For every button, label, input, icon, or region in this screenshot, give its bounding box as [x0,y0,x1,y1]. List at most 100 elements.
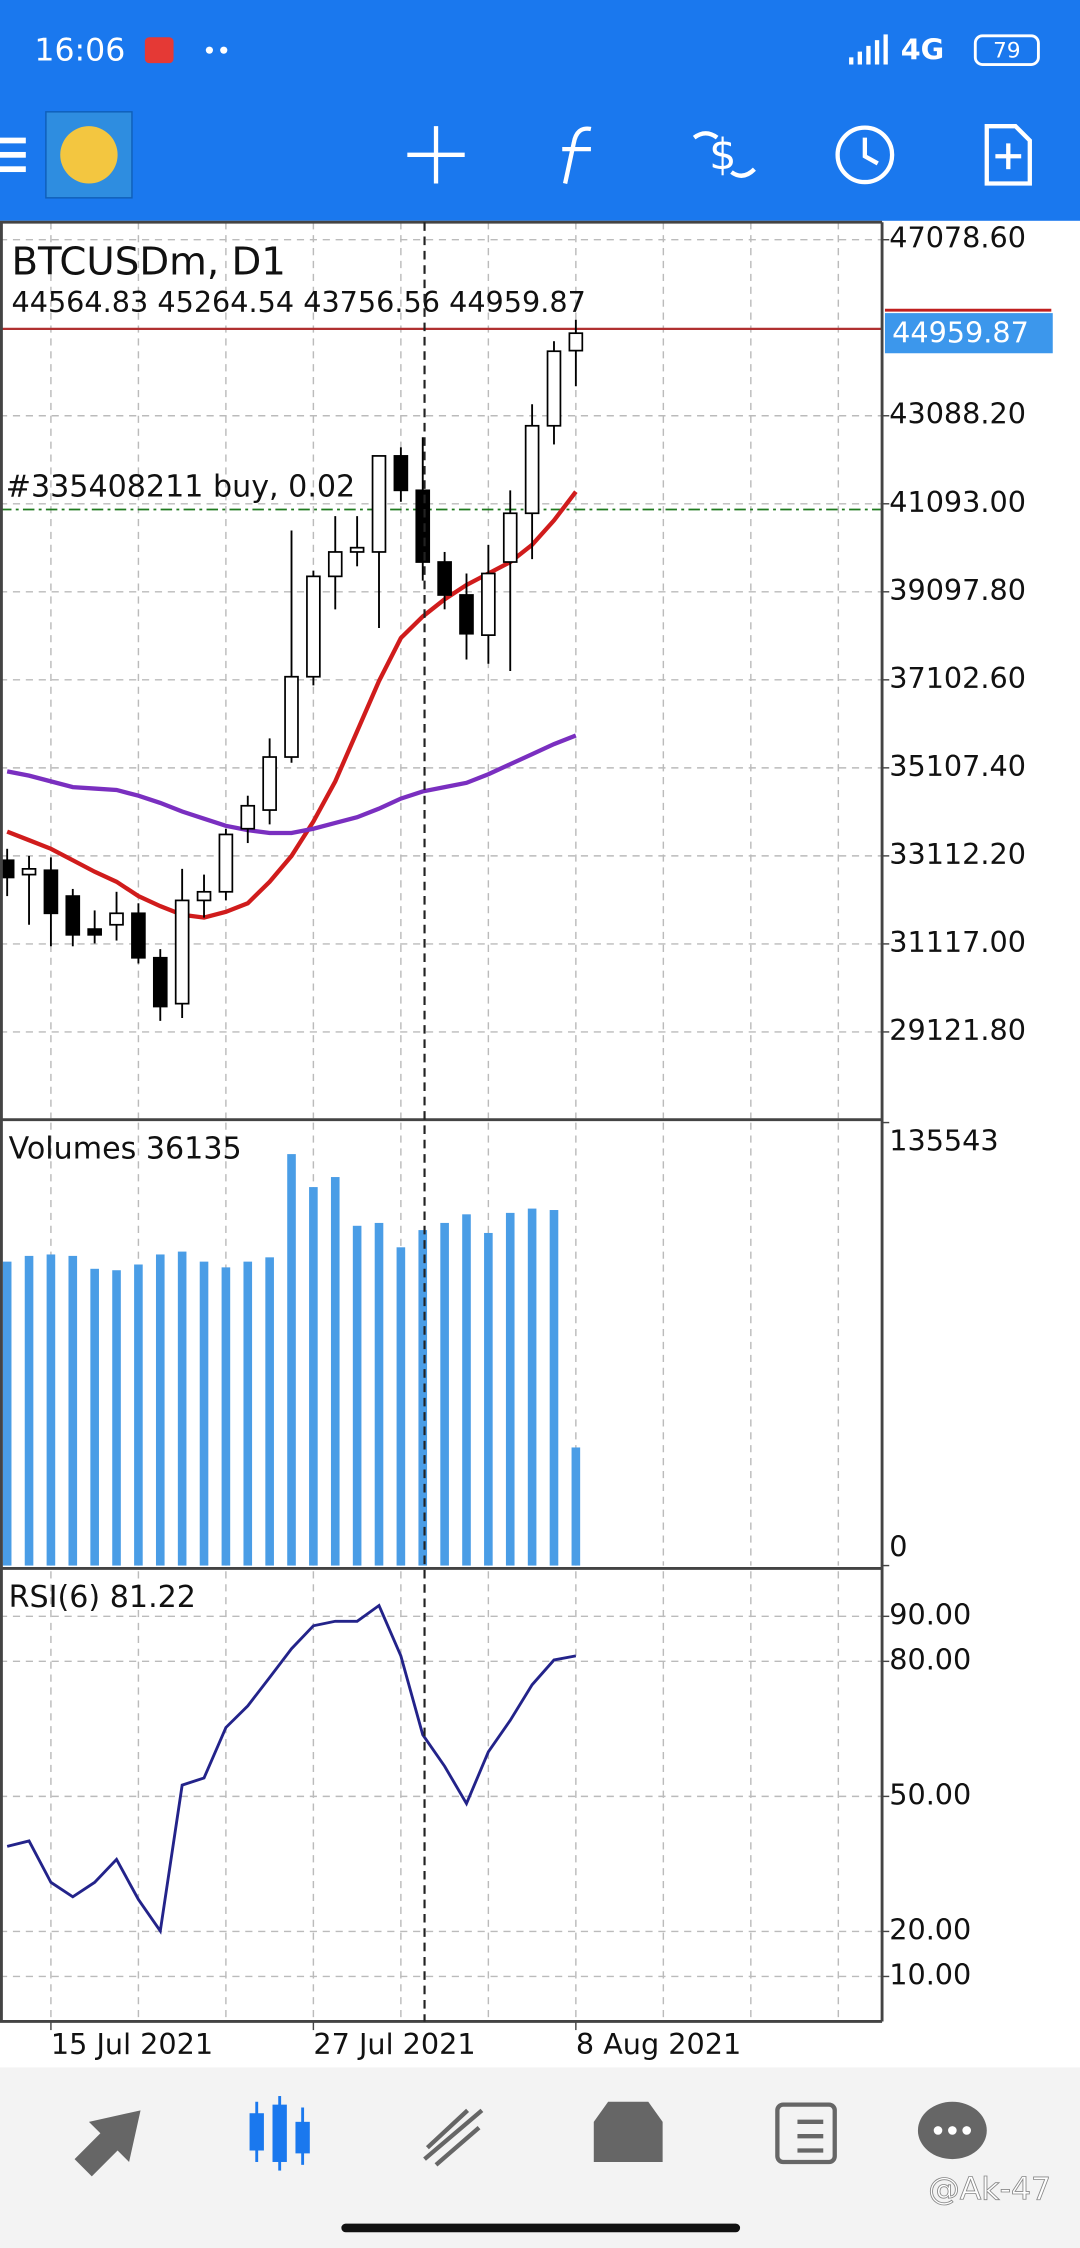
volume-bar [440,1222,449,1566]
candle-body [371,455,387,553]
nav-news[interactable] [775,2102,837,2165]
y-tick-label: 33112.20 [889,837,1026,871]
volume-bar [243,1261,253,1566]
y-tick-label: 80.00 [889,1642,971,1676]
nav-history[interactable] [593,2101,663,2162]
y-tick-label: 39097.80 [889,573,1026,607]
battery [973,34,1040,66]
y-tick-label: 20.00 [889,1912,971,1946]
panel-borders [0,220,884,2023]
candle-body [21,868,37,876]
plot-area: 47078.60 43088.20 41093.00 39097.80 37102.60… [0,221,1053,2061]
volume-bar [134,1264,143,1566]
dot [205,46,213,54]
nav-chat[interactable] [917,2101,987,2160]
candle-body [568,332,584,352]
nav-trade[interactable] [423,2108,484,2167]
candle-body [87,928,102,936]
volume-bar [571,1447,581,1566]
y-tick-label: 0 [889,1529,907,1563]
volume-bar [505,1212,515,1566]
timeframe-button[interactable] [835,125,895,185]
nav-quotes[interactable] [74,2110,141,2177]
volume-bar [2,1261,12,1566]
volume-bar [155,1254,165,1566]
volume-bar [112,1270,121,1566]
notification-icon [144,37,174,64]
volume-bar [352,1225,362,1566]
volume-bar [462,1214,471,1566]
volume-bar [68,1255,78,1566]
volume-bar [90,1268,99,1566]
y-tick-label: 90.00 [889,1597,971,1631]
panel-title: Volumes 36135 [9,1131,242,1166]
candle-body [459,594,474,635]
rsi-line [6,1603,577,1935]
volume-bar [199,1261,209,1566]
x-tick-label: 27 Jul 2021 [313,2027,475,2061]
volume-bar [527,1208,537,1566]
network-type: 4G [901,33,944,67]
volume-bar [46,1254,56,1566]
price-label-box [884,313,1053,354]
candle-body [196,890,212,902]
ohlc-label: 44564.83 45264.54 43756.56 44959.87 [11,285,585,319]
volume-bar [549,1210,559,1566]
volume-bar [177,1251,187,1566]
volume-bar [484,1232,493,1566]
menu-button[interactable] [0,137,26,173]
app-logo [60,126,118,184]
candle-body [502,512,518,563]
home-indicator [341,2223,741,2233]
nav-chart[interactable] [249,2096,310,2171]
candle-body [109,912,124,926]
candle-body [437,561,452,596]
y-tick-label: 29121.80 [889,1013,1026,1047]
chart-title: BTCUSDm, D1 [11,239,285,284]
candle-body [65,895,81,936]
candle-body [284,675,299,758]
volume-bar [330,1177,340,1566]
y-tick-label: 37102.60 [889,661,1026,695]
volume-bar [309,1187,318,1566]
y-tick-label: 35107.40 [889,749,1026,783]
candle-body [43,869,59,915]
volume-bar [265,1257,274,1566]
y-tick-label: 47078.60 [889,221,1026,255]
volume-bar [221,1267,231,1566]
volume-bar [287,1154,296,1566]
candle-body [218,833,234,893]
candle-body [393,455,409,492]
dot [220,46,228,54]
watermark: @Ak-47 [928,2172,1051,2208]
indicators-button[interactable] [562,126,592,184]
signal-icon [849,34,888,65]
volume-bar [418,1230,428,1566]
volume-bar [396,1247,406,1566]
y-tick-label: 41093.00 [889,485,1026,519]
y-tick-label: 43088.20 [889,397,1026,431]
candle-body [174,899,190,1005]
battery-level: 79 [993,39,1020,64]
bottom-nav [0,2067,1080,2248]
y-tick-label: 31117.00 [889,925,1026,959]
candle-body [524,424,540,515]
crosshair-button[interactable] [407,126,465,184]
candle-body [327,551,343,578]
volume-bar [24,1255,34,1566]
candle-body [240,804,256,830]
candle-body [262,756,277,811]
new-order-button[interactable] [984,124,1032,186]
x-tick-label: 8 Aug 2021 [576,2027,741,2061]
candle-body [415,489,431,563]
order-label: #335408211 buy, 0.02 [6,470,355,505]
app-bar [0,0,1080,221]
candle-body [481,572,496,636]
candle-body [131,912,146,959]
moving-average [6,733,577,836]
candle-body [349,546,365,553]
status-time: 16:06 [34,33,125,69]
x-tick-label: 15 Jul 2021 [51,2027,213,2061]
trade-button[interactable]: $ [692,130,756,180]
